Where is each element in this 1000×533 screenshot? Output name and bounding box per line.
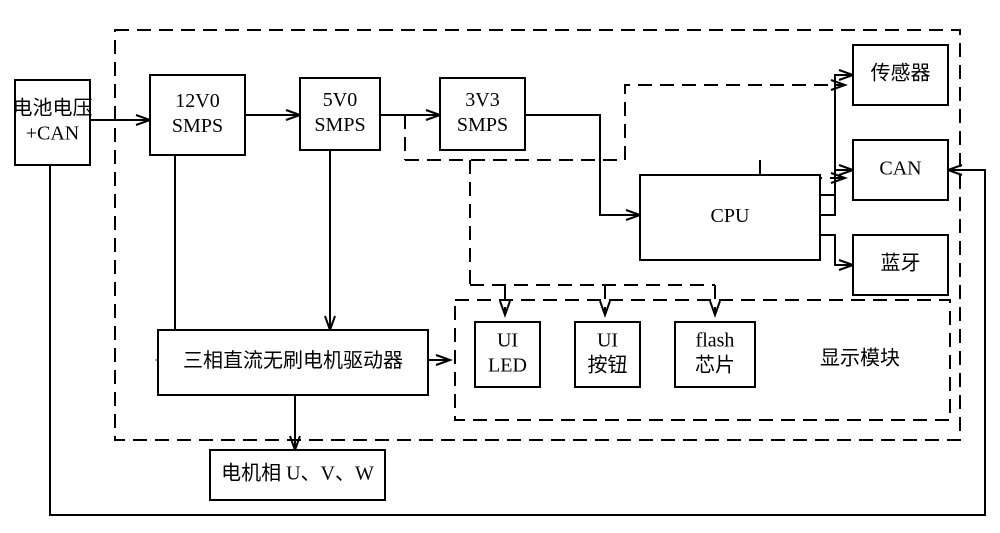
ui-button-block-label: UI — [597, 330, 618, 352]
ui-led-block-label: UI — [497, 330, 518, 352]
dash-to-sensor — [625, 85, 845, 160]
smps-3v3-block-label: SMPS — [457, 114, 508, 136]
smps-12v0-block-label: SMPS — [172, 115, 223, 137]
ui-button-block-label: 按钮 — [588, 354, 628, 377]
sensor-block-label: 传感器 — [871, 62, 931, 85]
smps-12v0-block-label: 12V0 — [175, 90, 219, 112]
smps3v3-elbow-to-cpu — [525, 115, 640, 215]
bluetooth-block-label: 蓝牙 — [881, 252, 921, 275]
cpu-block-label: CPU — [711, 205, 750, 227]
flash-chip-block-label: 芯片 — [695, 354, 735, 377]
smps-3v3-block-label: 3V3 — [465, 89, 499, 111]
cpu-to-can — [820, 170, 853, 215]
flash-chip-block-label: flash — [696, 330, 735, 352]
motor-phase-block-label: 电机相 U、V、W — [221, 462, 374, 485]
cpu-to-bluetooth — [820, 235, 853, 265]
display-module-label: 显示模块 — [820, 347, 900, 370]
smps-5v0-block-label: 5V0 — [323, 89, 357, 111]
ui-led-block-label: LED — [488, 355, 527, 377]
battery-block-label: 电池电压 — [13, 97, 93, 120]
smps-5v0-block-label: SMPS — [314, 114, 365, 136]
block-diagram: 电池电压 +CAN 12V0 SMPS 5V0 SMPS 3V3 SMPS CPU 传感器 CAN 蓝… — [0, 0, 1000, 533]
battery-block-label: +CAN — [26, 123, 80, 145]
can-block-label: CAN — [879, 158, 921, 180]
motor-driver-block-label: 三相直流无刷电机驱动器 — [183, 349, 403, 372]
